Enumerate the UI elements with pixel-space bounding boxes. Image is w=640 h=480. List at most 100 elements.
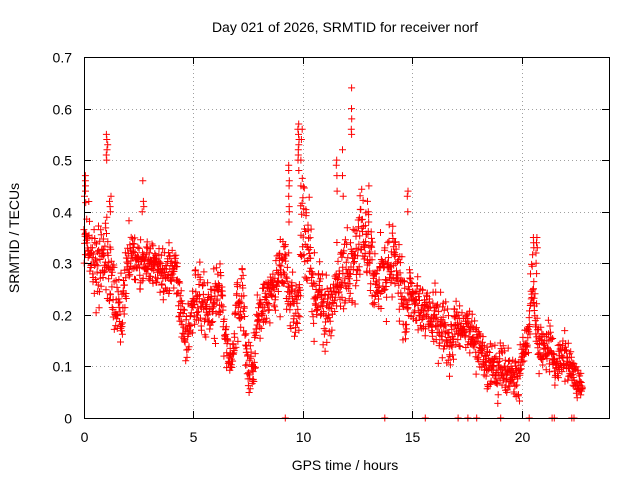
data-point [456,302,464,310]
data-point [308,268,316,276]
data-point [264,301,271,309]
data-point [449,351,457,359]
data-point [524,334,532,342]
data-point [107,245,115,253]
data-point [130,240,138,248]
data-point [528,260,536,268]
data-point [293,320,301,327]
data-point [545,360,553,368]
data-point [447,342,455,350]
data-point [353,227,361,235]
data-point [338,253,346,261]
data-point [159,245,167,253]
data-point [479,333,487,341]
data-point [295,167,303,174]
data-point [322,318,329,326]
data-point [438,328,446,336]
data-point [335,274,343,282]
data-point [436,331,444,339]
data-point [387,263,395,271]
data-point [406,266,413,274]
data-point [359,196,367,204]
data-point [244,382,252,390]
data-point [328,326,336,334]
data-point [531,290,539,298]
data-point [529,251,537,259]
data-point [101,242,109,250]
y-tick-label: 0 [64,411,72,427]
data-point [283,263,291,271]
data-point [257,325,265,332]
data-point [382,283,390,290]
data-point [483,343,491,351]
data-point [518,358,526,366]
data-point [320,297,328,305]
data-point [458,309,466,317]
data-point [367,242,375,250]
data-point [435,308,443,316]
data-point [343,240,351,248]
data-point [318,286,326,294]
data-point [168,246,176,254]
data-point [247,348,255,356]
data-point [401,278,408,286]
data-point [371,250,379,258]
data-point [94,262,102,270]
data-point [243,345,251,353]
data-point [348,84,356,92]
data-point [364,208,372,216]
data-point [232,343,240,351]
data-point [491,341,499,349]
data-point [272,257,280,265]
data-point [341,297,349,305]
data-point [99,235,107,243]
data-point [527,270,534,278]
data-point [285,192,293,200]
data-point [168,257,176,265]
data-point [428,321,436,329]
data-point [395,305,403,313]
data-point [413,282,421,290]
data-point [297,292,305,300]
data-point [367,280,375,288]
data-point [241,331,249,339]
data-point [385,254,392,262]
data-point [316,275,324,283]
data-point [297,182,305,190]
data-point [537,323,545,331]
data-point [309,313,317,321]
data-point [239,271,247,279]
data-point [276,313,284,321]
data-point [576,378,584,386]
data-point [241,313,249,320]
data-point [563,346,570,354]
data-point [101,267,109,275]
data-point [121,249,129,257]
data-point [217,272,225,280]
data-point [494,399,502,407]
data-point [210,334,218,342]
data-point [401,284,409,292]
data-point [294,305,302,313]
data-point [268,292,276,300]
data-point [331,293,339,301]
data-point [421,332,429,340]
data-point [403,192,411,200]
data-point [165,239,173,247]
data-point [357,246,365,254]
data-point [577,379,585,386]
data-point [222,323,230,331]
data-point [174,278,182,286]
data-point [381,244,389,252]
y-tick-label: 0.4 [53,205,73,221]
data-point [546,368,554,376]
data-point [192,266,200,274]
data-point [354,267,362,275]
data-point [503,386,511,394]
data-point [389,222,397,230]
data-point [304,226,312,234]
y-tick-label: 0.6 [53,102,73,118]
data-point [310,319,318,327]
data-point [117,269,125,277]
